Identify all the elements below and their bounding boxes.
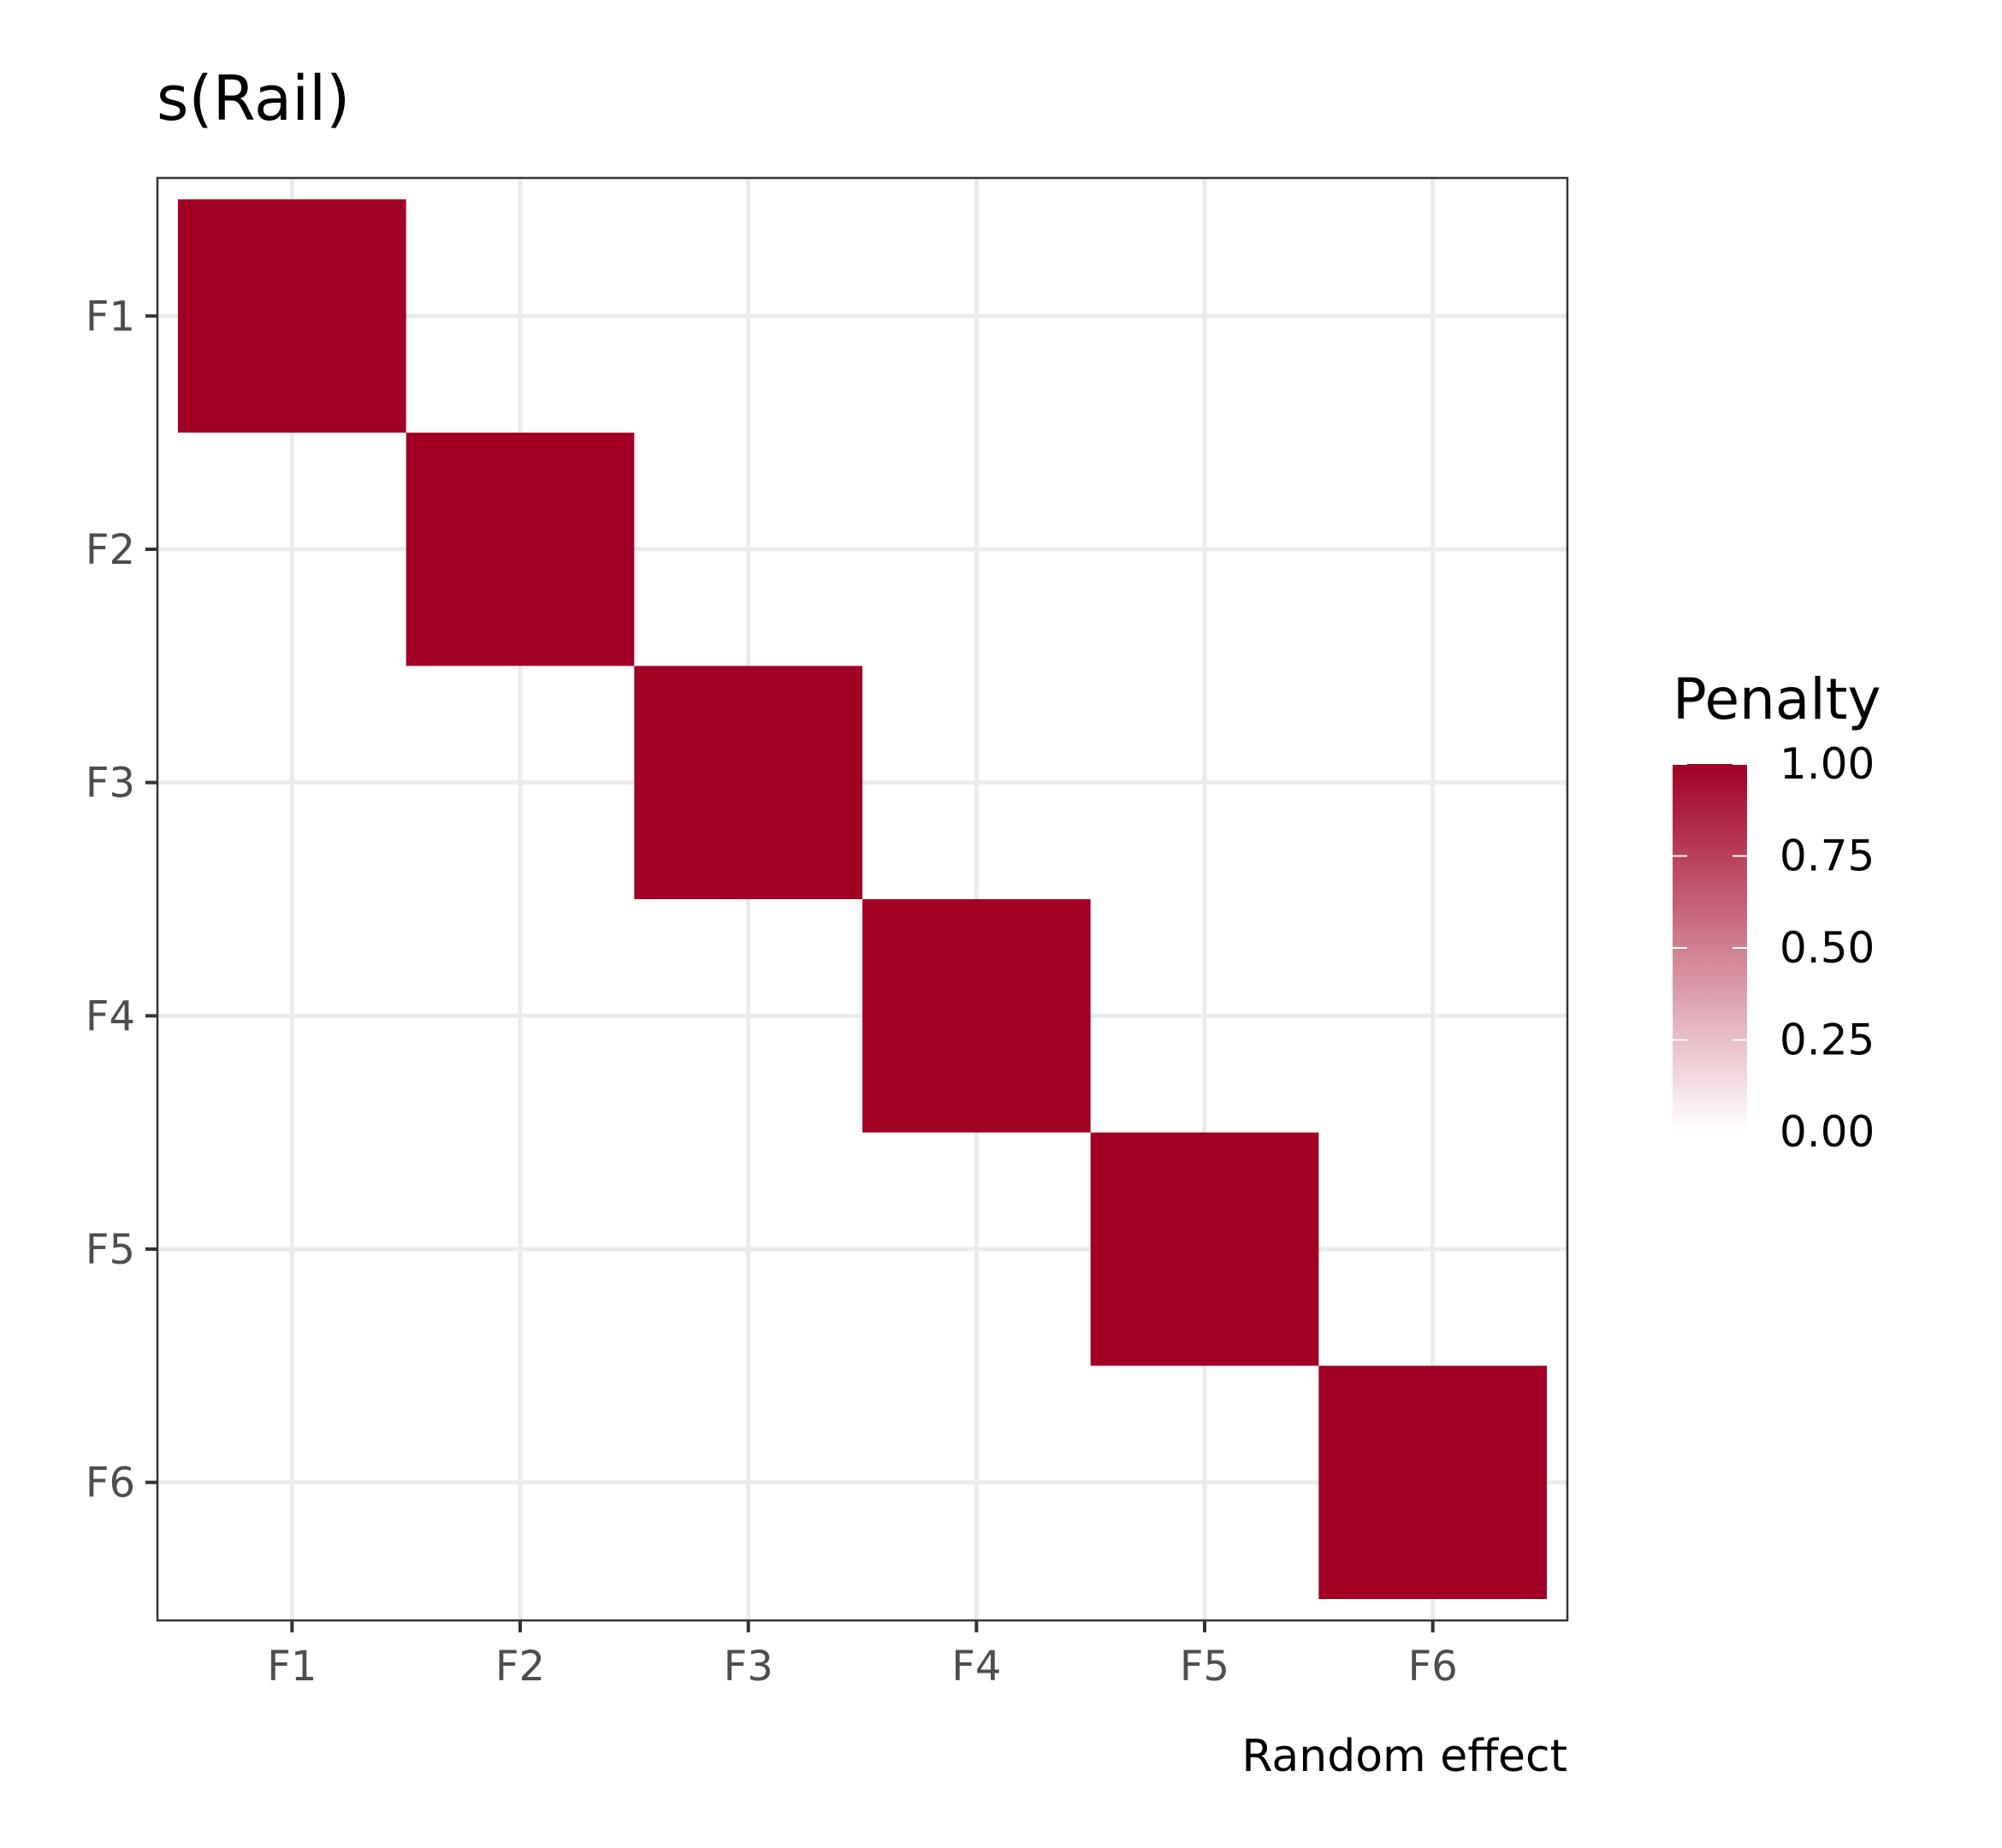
heatmap-cells — [178, 199, 1547, 1599]
y-tick-label: F1 — [86, 293, 135, 341]
x-axis: F1 F2 F3 F4 F5 F6 — [267, 1620, 1458, 1691]
legend-tick-label: 0.75 — [1780, 832, 1875, 881]
legend-tick-label: 0.25 — [1780, 1016, 1875, 1065]
legend-ticks: 0.00 0.25 0.50 0.75 1.00 — [1673, 739, 1875, 1157]
y-tick-label: F5 — [86, 1226, 135, 1274]
legend: Penalty 0.00 0.25 0.50 0.75 1.00 — [1673, 666, 1881, 1157]
x-tick-label: F6 — [1408, 1643, 1458, 1691]
legend-tick-label: 0.50 — [1780, 923, 1875, 973]
x-tick-label: F4 — [951, 1643, 1001, 1691]
legend-tick-label: 0.00 — [1780, 1107, 1875, 1157]
y-tick-label: F3 — [86, 760, 135, 808]
heatmap-cell-F6-F6 — [1318, 1365, 1547, 1599]
plot-panel-border — [156, 176, 1569, 1622]
x-tick-label: F2 — [495, 1643, 545, 1691]
y-tick-label: F6 — [86, 1460, 135, 1507]
y-axis: F1 F2 F3 F4 F5 F6 — [86, 293, 157, 1507]
y-tick-label: F2 — [86, 526, 135, 574]
heatmap-cell-F2-F2 — [406, 432, 635, 666]
heatmap-cell-F3-F3 — [634, 666, 862, 899]
y-tick-label: F4 — [86, 992, 135, 1040]
heatmap-cell-F5-F5 — [1090, 1132, 1319, 1366]
legend-title: Penalty — [1673, 666, 1881, 732]
x-tick-label: F1 — [267, 1643, 317, 1691]
x-axis-title: Random effect — [1241, 1731, 1567, 1782]
x-tick-label: F5 — [1180, 1643, 1229, 1691]
heatmap-cell-F4-F4 — [862, 899, 1091, 1133]
heatmap-cell-F1-F1 — [178, 199, 406, 433]
chart-title: s(Rail) — [157, 62, 350, 134]
legend-tick-label: 1.00 — [1780, 739, 1875, 789]
x-tick-label: F3 — [724, 1643, 773, 1691]
